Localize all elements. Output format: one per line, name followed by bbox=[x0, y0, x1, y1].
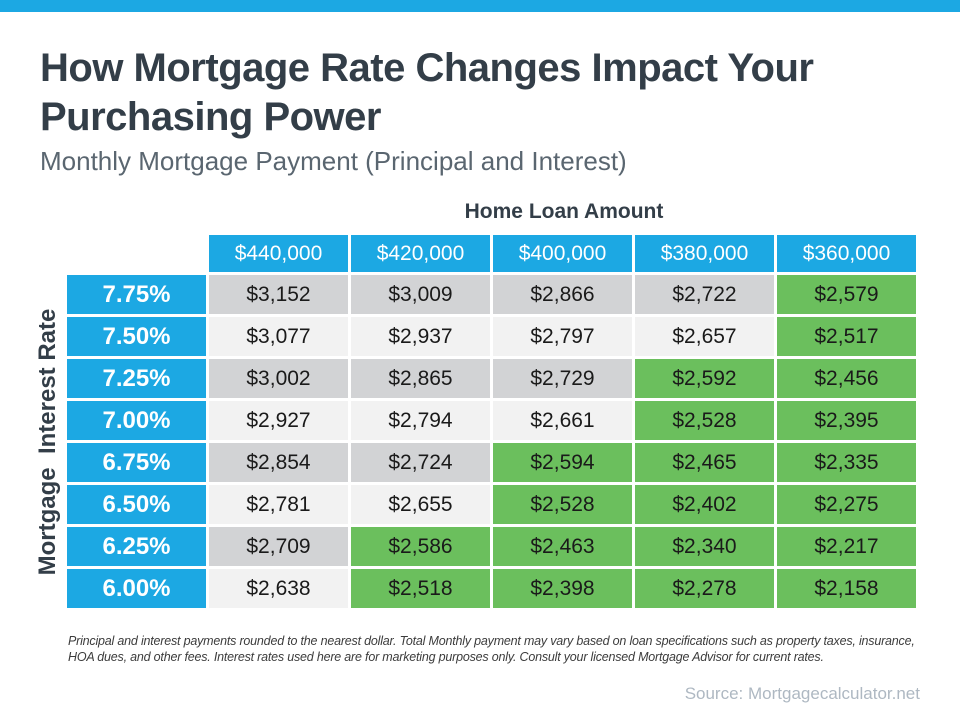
page-subtitle: Monthly Mortgage Payment (Principal and … bbox=[40, 146, 627, 176]
loan-amount-header: $360,000 bbox=[777, 235, 916, 272]
payment-cell: $2,927 bbox=[209, 401, 348, 440]
payment-cell: $2,275 bbox=[777, 485, 916, 524]
payment-cell: $3,002 bbox=[209, 359, 348, 398]
top-accent-bar bbox=[0, 0, 960, 12]
payment-cell: $2,865 bbox=[351, 359, 490, 398]
column-group-label: Home Loan Amount bbox=[464, 200, 664, 223]
payment-cell: $2,579 bbox=[777, 275, 916, 314]
payment-cell: $2,335 bbox=[777, 443, 916, 482]
payment-table: $440,000 $420,000 $400,000 $380,000 $360,000… bbox=[67, 235, 916, 608]
payment-cell: $2,794 bbox=[351, 401, 490, 440]
interest-rate-cell: 7.50% bbox=[67, 317, 206, 356]
payment-cell: $2,594 bbox=[493, 443, 632, 482]
payment-cell: $2,854 bbox=[209, 443, 348, 482]
interest-rate-cell: 6.25% bbox=[67, 527, 206, 566]
source-credit: Source: Mortgagecalculator.net bbox=[684, 684, 920, 703]
page-title-line1: How Mortgage Rate Changes Impact Your bbox=[40, 46, 814, 90]
payment-cell: $2,781 bbox=[209, 485, 348, 524]
payment-cell: $2,278 bbox=[635, 569, 774, 608]
interest-rate-cell: 7.25% bbox=[67, 359, 206, 398]
payment-cell: $2,638 bbox=[209, 569, 348, 608]
payment-cell: $3,077 bbox=[209, 317, 348, 356]
payment-cell: $2,217 bbox=[777, 527, 916, 566]
interest-rate-cell: 6.75% bbox=[67, 443, 206, 482]
payment-cell: $2,402 bbox=[635, 485, 774, 524]
payment-cell: $2,866 bbox=[493, 275, 632, 314]
payment-cell: $3,009 bbox=[351, 275, 490, 314]
payment-cell: $2,797 bbox=[493, 317, 632, 356]
table-corner-spacer bbox=[67, 235, 206, 272]
payment-cell: $2,395 bbox=[777, 401, 916, 440]
payment-cell: $2,158 bbox=[777, 569, 916, 608]
interest-rate-cell: 6.50% bbox=[67, 485, 206, 524]
interest-rate-cell: 7.00% bbox=[67, 401, 206, 440]
payment-cell: $2,722 bbox=[635, 275, 774, 314]
payment-cell: $2,340 bbox=[635, 527, 774, 566]
payment-cell: $2,655 bbox=[351, 485, 490, 524]
payment-cell: $2,518 bbox=[351, 569, 490, 608]
loan-amount-header: $420,000 bbox=[351, 235, 490, 272]
loan-amount-header: $380,000 bbox=[635, 235, 774, 272]
payment-cell: $2,729 bbox=[493, 359, 632, 398]
payment-cell: $2,463 bbox=[493, 527, 632, 566]
loan-amount-header: $440,000 bbox=[209, 235, 348, 272]
loan-amount-header: $400,000 bbox=[493, 235, 632, 272]
page-title: How Mortgage Rate Changes Impact Your Pur… bbox=[40, 44, 920, 142]
payment-cell: $2,709 bbox=[209, 527, 348, 566]
interest-rate-cell: 7.75% bbox=[67, 275, 206, 314]
payment-cell: $2,586 bbox=[351, 527, 490, 566]
page-title-line2: Purchasing Power bbox=[40, 95, 381, 139]
payment-cell: $2,465 bbox=[635, 443, 774, 482]
interest-rate-cell: 6.00% bbox=[67, 569, 206, 608]
payment-cell: $2,661 bbox=[493, 401, 632, 440]
payment-cell: $2,592 bbox=[635, 359, 774, 398]
payment-cell: $3,152 bbox=[209, 275, 348, 314]
payment-cell: $2,528 bbox=[635, 401, 774, 440]
payment-cell: $2,456 bbox=[777, 359, 916, 398]
payment-cell: $2,517 bbox=[777, 317, 916, 356]
payment-cell: $2,724 bbox=[351, 443, 490, 482]
payment-cell: $2,937 bbox=[351, 317, 490, 356]
payment-cell: $2,657 bbox=[635, 317, 774, 356]
payment-cell: $2,398 bbox=[493, 569, 632, 608]
payment-cell: $2,528 bbox=[493, 485, 632, 524]
footnote: Principal and interest payments rounded … bbox=[68, 634, 915, 665]
row-group-label: Mortgage Interest Rate bbox=[34, 308, 61, 576]
